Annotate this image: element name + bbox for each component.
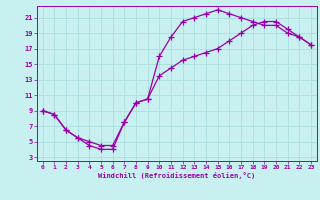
X-axis label: Windchill (Refroidissement éolien,°C): Windchill (Refroidissement éolien,°C) (98, 172, 255, 179)
